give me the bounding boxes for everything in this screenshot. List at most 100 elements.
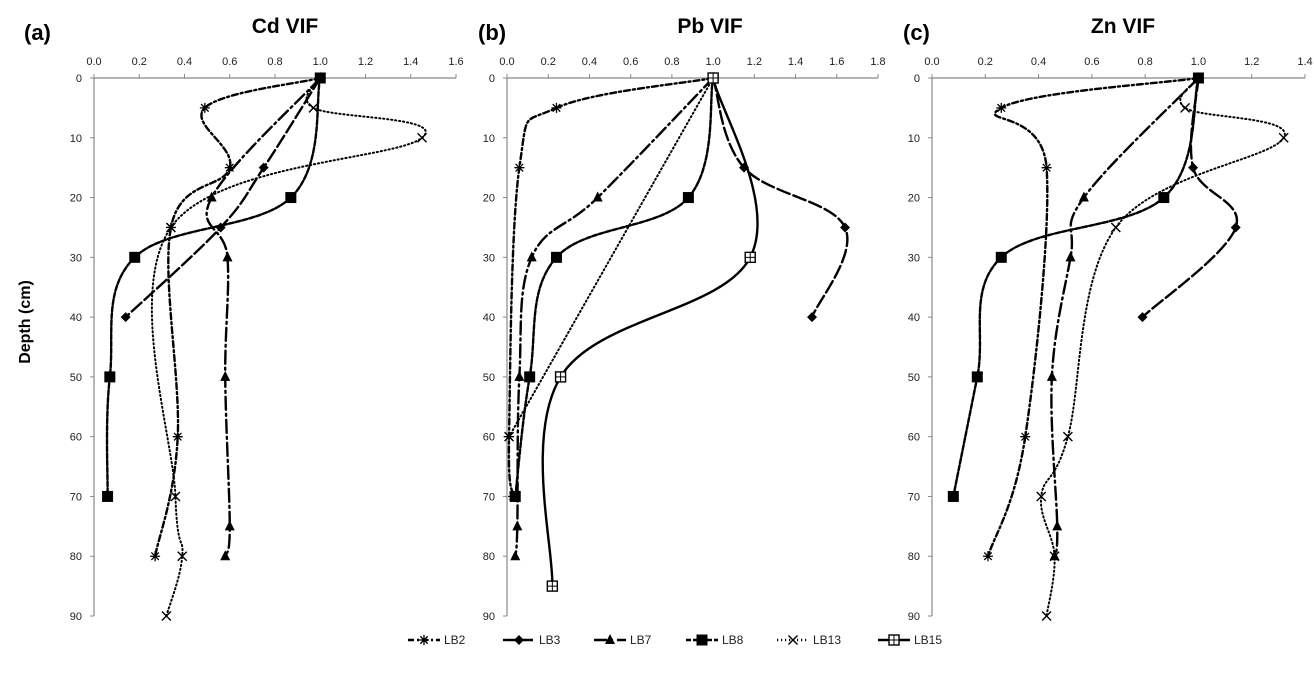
x-tick-label: 0.2 xyxy=(541,56,556,68)
x-tick-label: 0.0 xyxy=(86,56,101,68)
data-point-lb7 xyxy=(206,191,217,202)
y-tick-label: 0 xyxy=(489,73,495,85)
data-point-lb15-cross xyxy=(547,581,558,592)
series-line-lb7 xyxy=(1050,76,1200,558)
data-point-lb15-cross xyxy=(745,252,756,263)
data-point-lb13 xyxy=(308,102,319,113)
x-tick-label: 1.4 xyxy=(788,56,803,68)
data-point-lb7 xyxy=(514,370,525,381)
legend-label: LB3 xyxy=(539,633,561,647)
data-point-lb13 xyxy=(165,222,176,233)
data-point-lb8 xyxy=(285,192,297,204)
x-tick-label: 0.8 xyxy=(1137,56,1152,68)
series-line-lb2 xyxy=(986,76,1200,558)
data-point-lb13 xyxy=(1110,222,1121,233)
data-point-lb7 xyxy=(1046,370,1057,381)
data-point-lb7 xyxy=(220,370,231,381)
data-point-lb2 xyxy=(224,162,235,173)
y-tick-label: 30 xyxy=(483,252,495,264)
y-tick-label: 30 xyxy=(908,252,920,264)
series-line-lb3 xyxy=(1141,76,1239,319)
series-lb2 xyxy=(150,73,326,562)
data-point-lb8 xyxy=(947,490,959,502)
series-line-lb3 xyxy=(124,76,322,319)
data-point-lb7 xyxy=(224,520,235,531)
chart-panel-b: (b) Pb VIF 0.0 0.2 0.4 0.6 0.8 1.0 1.2 1.4 1.6 1.8 0… xyxy=(478,15,886,623)
x-tick-label: 0.4 xyxy=(1031,56,1046,68)
y-tick-label: 10 xyxy=(483,133,495,145)
x-tick-label: 1.0 xyxy=(705,56,720,68)
data-point-lb15-cross xyxy=(708,73,719,83)
legend-label: LB8 xyxy=(722,633,744,647)
panel-label: (a) xyxy=(24,20,51,45)
x-tick-label: 0.2 xyxy=(978,56,993,68)
data-point-lb8 xyxy=(550,251,562,263)
data-point-lb2 xyxy=(514,162,525,173)
legend-item-lb8: LB8 xyxy=(686,633,744,647)
legend-label: LB2 xyxy=(444,633,466,647)
data-point-lb13 xyxy=(1041,611,1052,621)
data-point-lb3 xyxy=(1230,222,1241,233)
data-point-lb7 xyxy=(1078,191,1089,202)
legend-item-lb2: LB2 xyxy=(408,633,466,647)
x-tick-label: 1.2 xyxy=(1244,56,1259,68)
series-lb13 xyxy=(150,77,428,621)
y-tick-label: 60 xyxy=(483,432,495,444)
panel-title: Pb VIF xyxy=(677,15,743,38)
data-point-lb13 xyxy=(1062,431,1073,442)
series-line-lb13 xyxy=(508,77,715,438)
x-tick-label: 0.8 xyxy=(267,56,282,68)
y-tick-label: 60 xyxy=(908,432,920,444)
series-line-lb15 xyxy=(541,76,759,588)
y-tick-label: 20 xyxy=(483,193,495,205)
data-point-lb8 xyxy=(971,371,983,383)
data-point-lb8 xyxy=(995,251,1007,263)
data-point-lb7 xyxy=(526,251,537,262)
y-axis-label: Depth (cm) xyxy=(17,280,34,364)
x-tick-label: 0.6 xyxy=(222,56,237,68)
data-point-lb3 xyxy=(120,312,131,323)
legend: LB2 LB3 LB7 LB8 LB13 LB15 xyxy=(408,633,942,647)
series-line-lb7 xyxy=(514,76,715,558)
y-tick-label: 40 xyxy=(70,312,82,324)
data-point-lb7 xyxy=(222,251,233,262)
data-point-lb8 xyxy=(509,490,521,502)
panel-title: Cd VIF xyxy=(252,15,319,38)
y-tick-label: 80 xyxy=(483,551,495,563)
data-point-lb13 xyxy=(161,611,172,621)
series-lb7 xyxy=(205,72,326,561)
legend-item-lb13: LB13 xyxy=(777,633,841,647)
series-lb13 xyxy=(504,77,715,442)
x-tick-label: 0.0 xyxy=(924,56,939,68)
x-tick-label: 0.6 xyxy=(1084,56,1099,68)
y-tick-label: 30 xyxy=(70,252,82,264)
legend-label: LB15 xyxy=(914,633,942,647)
y-tick-label: 70 xyxy=(70,491,82,503)
data-point-lb13 xyxy=(417,132,428,143)
x-tick-label: 1.0 xyxy=(1191,56,1206,68)
legend-marker xyxy=(696,634,708,646)
series-lb2 xyxy=(982,73,1204,562)
data-point-lb8 xyxy=(682,192,694,204)
x-tick-label: 0.4 xyxy=(582,56,597,68)
panel-label: (b) xyxy=(478,20,506,45)
y-tick-label: 50 xyxy=(908,372,920,384)
series-lb2 xyxy=(504,73,719,502)
data-point-lb3 xyxy=(258,162,269,173)
data-point-lb13 xyxy=(177,551,188,562)
data-point-lb8 xyxy=(524,371,536,383)
legend-marker xyxy=(605,634,615,644)
y-tick-label: 50 xyxy=(483,372,495,384)
y-tick-label: 90 xyxy=(483,611,495,623)
legend-marker xyxy=(514,635,524,645)
series-lb7 xyxy=(1046,72,1204,561)
series-line-lb8 xyxy=(952,76,1200,498)
y-tick-label: 0 xyxy=(914,73,920,85)
data-point-lb2 xyxy=(551,102,562,113)
y-tick-label: 0 xyxy=(76,73,82,85)
data-point-lb2 xyxy=(199,102,210,113)
data-point-lb2 xyxy=(150,551,161,562)
series-lb8 xyxy=(509,72,719,502)
legend-item-lb15: LB15 xyxy=(878,633,942,647)
